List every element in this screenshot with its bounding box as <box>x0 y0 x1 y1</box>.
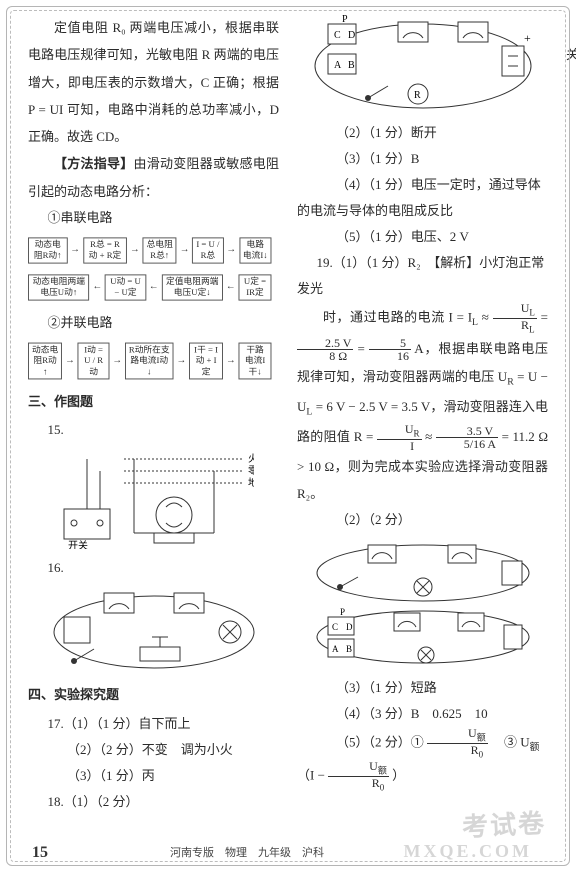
series-label: ①串联电路 <box>28 205 279 231</box>
arrow-icon: → <box>112 356 122 366</box>
flow-box: 定值电阻两端电压U定↓ <box>161 274 223 300</box>
span: （5）（2 分）① <box>336 735 427 750</box>
circuit-diagram-icon: CD AB P <box>308 539 538 669</box>
q19-2: （2）（2 分） <box>297 507 548 533</box>
section-3-heading: 三、作图题 <box>28 390 279 413</box>
svg-text:D: D <box>348 30 355 41</box>
q18-figure: CD AB P + R <box>297 14 548 114</box>
span: ≈ <box>482 309 493 324</box>
ground-wire-label: 地 <box>248 476 254 489</box>
svg-text:+: + <box>524 31 531 45</box>
svg-text:B: B <box>348 60 355 71</box>
q19-1-body: 时，通过电路的电流 I = IL ≈ ULRL = 2.5 V8 Ω = 516… <box>297 302 548 507</box>
flow-box: 干路电流I干↓ <box>239 343 272 380</box>
q19-5: （5）（2 分）① U额R0 ③ U额 （I − U额R0 ） <box>297 727 548 792</box>
flow-box: I = U / R总 <box>192 237 223 263</box>
svg-text:A: A <box>334 60 342 71</box>
fraction-icon: ULRL <box>493 302 537 335</box>
wiring-diagram-icon: 火 零 地 开关 <box>54 449 254 549</box>
page-number: 15 <box>32 844 48 862</box>
arrow-icon: ← <box>149 282 159 292</box>
flow-box: 动态电阻两端电压U动↑ <box>28 274 90 300</box>
neutral-wire-label: 零 <box>248 465 254 477</box>
explanation-p1: 定值电阻 R₀ 两端电压减小，根据串联电路电压规律可知，光敏电阻 R 两端的电压… <box>28 14 279 150</box>
arrow-icon: → <box>226 245 236 255</box>
span: = <box>358 341 369 356</box>
svg-text:B: B <box>346 644 352 654</box>
q19-4: （4）（3 分）B 0.625 10 <box>297 701 548 727</box>
fraction-icon: 2.5 V8 Ω <box>297 337 353 363</box>
span: （I − <box>297 767 328 782</box>
footer-label: 河南专版 物理 九年级 沪科 <box>170 844 324 860</box>
q17-3: （3）（1 分）丙 <box>28 763 279 789</box>
svg-text:C: C <box>332 622 338 632</box>
q18-3: （3）（1 分）B <box>297 146 548 172</box>
circuit-diagram-icon <box>44 587 264 677</box>
arrow-icon: ← <box>92 282 102 292</box>
q19-1-head: 19.（1）（1 分）R₂ 【解析】小灯泡正常发光 <box>297 250 548 302</box>
section-4-heading: 四、实验探究题 <box>28 683 279 706</box>
svg-text:D: D <box>346 622 353 632</box>
arrow-icon: → <box>180 245 190 255</box>
q15-figure: 火 零 地 开关 <box>28 449 279 549</box>
q18-1: 18.（1）（2 分） <box>28 789 279 815</box>
fraction-icon: U额R0 <box>328 760 389 793</box>
method-guide: 【方法指导】由滑动变阻器或敏感电阻引起的动态电路分析： <box>28 150 279 205</box>
q18-2: （2）（1 分）断开 <box>297 120 548 146</box>
q19-analysis: 【解析】由图知，断开开关 S₁，闭合开关 S、S₂，定值电阻 R₀ 和小灯泡并联… <box>566 14 576 69</box>
parallel-label: ②并联电路 <box>28 310 279 336</box>
q15-label: 15. <box>28 417 279 443</box>
span: ≈ <box>425 429 436 444</box>
span: = <box>541 309 548 324</box>
flow-box: I干 = I动 + I定 <box>189 343 223 380</box>
q19-3: （3）（1 分）短路 <box>297 675 548 701</box>
svg-text:P: P <box>340 607 345 617</box>
svg-text:P: P <box>342 14 348 25</box>
q17-1: 17.（1）（1 分）自下而上 <box>28 711 279 737</box>
parallel-flow: 动态电阻R动↑ → I动 = U / R动 → R动所在支路电流I动↓ → I干… <box>28 343 271 380</box>
q17-2: （2）（2 分）不变 调为小火 <box>28 737 279 763</box>
fraction-icon: 3.5 V5/16 A <box>436 425 498 451</box>
flow-box: 总电阻R总↑ <box>143 237 177 263</box>
flow-box: 动态电阻R动↑ <box>28 237 67 263</box>
fraction-icon: 516 <box>369 337 411 363</box>
q18-4: （4）（1 分）电压一定时，通过导体的电流与导体的电阻成反比 <box>297 172 548 224</box>
arrow-icon: → <box>65 356 75 366</box>
fire-wire-label: 火 <box>248 453 254 465</box>
series-flow-2: 动态电阻两端电压U动↑ ← U动 = U − U定 ← 定值电阻两端电压U定↓ … <box>28 274 271 300</box>
svg-text:C: C <box>334 30 341 41</box>
q19-figure: CD AB P <box>297 539 548 669</box>
flow-box: R总 = R动 + R定 <box>83 237 127 263</box>
switch-label: 开关 <box>68 539 88 549</box>
fraction-icon: URI <box>377 423 422 452</box>
arrow-icon: ← <box>226 282 236 292</box>
svg-text:A: A <box>332 644 339 654</box>
flow-box: U动 = U − U定 <box>105 274 146 300</box>
q18-5: （5）（1 分）电压、2 V <box>297 224 548 250</box>
series-flow-1: 动态电阻R动↑ → R总 = R动 + R定 → 总电阻R总↑ → I = U … <box>28 237 271 263</box>
page-content: 定值电阻 R₀ 两端电压减小，根据串联电路电压规律可知，光敏电阻 R 两端的电压… <box>0 0 576 872</box>
circuit-diagram-icon: CD AB P + R <box>308 14 538 114</box>
flow-box: R动所在支路电流I动↓ <box>125 343 174 380</box>
fraction-icon: U额R0 <box>427 727 488 760</box>
arrow-icon: → <box>70 245 80 255</box>
svg-text:R: R <box>414 90 421 101</box>
arrow-icon: → <box>130 245 140 255</box>
flow-box: 电路电流I↓ <box>239 237 271 263</box>
span: ③ U <box>491 735 530 750</box>
span: 时，通过电路的电流 I = I <box>323 309 472 324</box>
flow-box: I动 = U / R动 <box>78 343 110 380</box>
arrow-icon: → <box>176 356 186 366</box>
arrow-icon: → <box>226 356 236 366</box>
q16-label: 16. <box>28 555 279 581</box>
flow-box: U定 = IR定 <box>239 274 272 300</box>
q16-figure <box>28 587 279 677</box>
span: ） <box>392 767 405 782</box>
method-guide-bold: 【方法指导】 <box>54 156 134 171</box>
flow-box: 动态电阻R动↑ <box>28 343 62 380</box>
